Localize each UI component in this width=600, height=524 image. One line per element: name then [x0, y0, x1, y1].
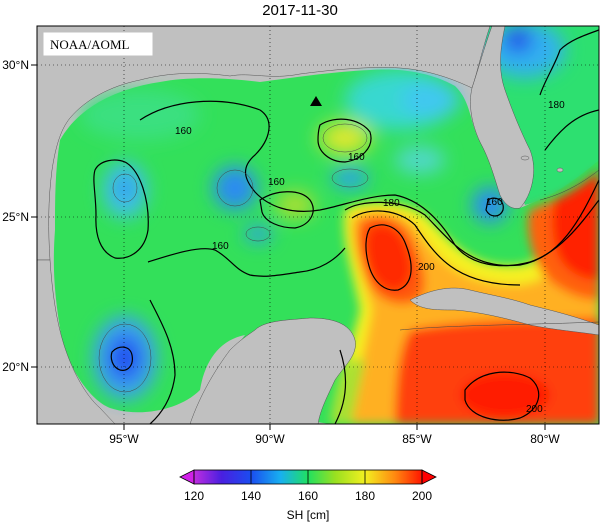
graticule: [37, 26, 599, 424]
colorbar-tick-label: 200: [412, 489, 432, 503]
lat-tick-label: 25°N: [2, 210, 29, 224]
colorbar-right-arrow: [421, 469, 437, 485]
lon-axis-labels: 95°W 90°W 85°W 80°W: [109, 432, 560, 446]
colorbar-tick-label: 140: [241, 489, 261, 503]
colorbar-tick-label: 160: [298, 489, 318, 503]
tick-marks: [31, 64, 546, 430]
credit-label: NOAA/AOML: [50, 37, 130, 52]
lon-tick-label: 95°W: [109, 432, 139, 446]
contour-label: 160: [486, 197, 503, 208]
contour-label: 200: [526, 404, 543, 415]
contour-label: 180: [548, 100, 565, 111]
contour-labels: 160 160 160 160 180 180 200 200 160: [175, 100, 565, 415]
triangle-marker-icon: [310, 96, 322, 106]
colorbar-tick-label: 180: [355, 489, 375, 503]
colorbar: 120 140 160 180 200 SH [cm]: [179, 469, 437, 522]
lat-axis-labels: 30°N 25°N 20°N: [2, 58, 29, 374]
lon-tick-label: 80°W: [530, 432, 560, 446]
contour-label: 160: [348, 152, 365, 163]
contour-label: 180: [383, 198, 400, 209]
contour-label: 160: [212, 241, 229, 252]
contour-label: 160: [175, 126, 192, 137]
thin-contours: [98, 123, 599, 393]
colorbar-tick-label: 120: [184, 489, 204, 503]
lon-tick-label: 90°W: [255, 432, 285, 446]
colorbar-left-arrow: [179, 469, 195, 485]
contour-label: 160: [268, 177, 285, 188]
contour-lines: [93, 29, 599, 424]
map-frame: [36, 25, 600, 425]
lon-tick-label: 85°W: [402, 432, 432, 446]
credit-box: [43, 32, 153, 56]
map-title: 2017-11-30: [262, 2, 338, 19]
lat-tick-label: 20°N: [2, 360, 29, 374]
contour-label: 200: [418, 262, 435, 273]
colorbar-title: SH [cm]: [287, 508, 330, 522]
lat-tick-label: 30°N: [2, 58, 29, 72]
